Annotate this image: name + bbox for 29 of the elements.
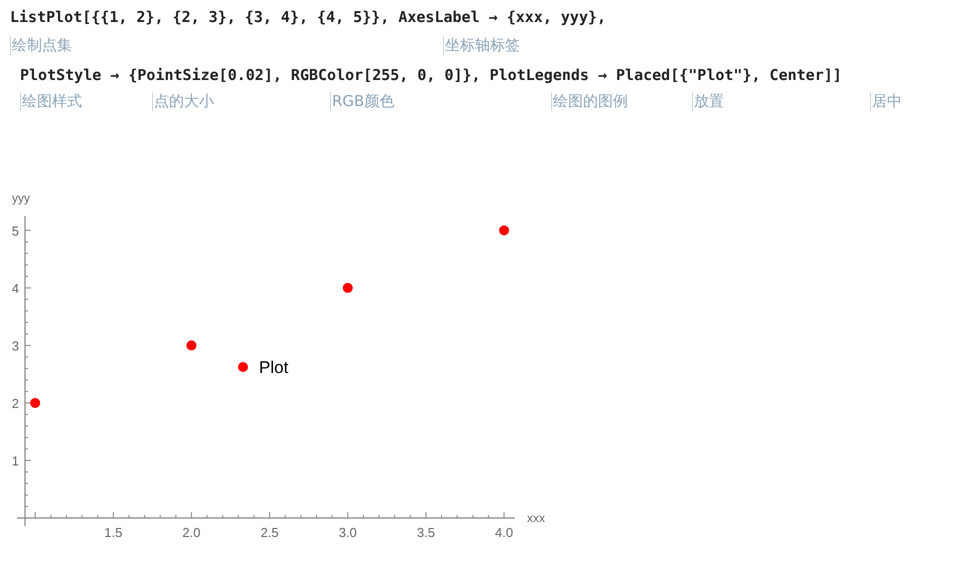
x-tick-label: 3.0 — [338, 525, 357, 540]
x-tick-label: 3.5 — [416, 525, 435, 540]
text: ListPlot[{{1, 2}, {2, 3}, {3, 4}, {4, 5}}, AxesLabel → {xxx, yyy}, — [10, 8, 606, 26]
point — [186, 340, 196, 350]
text: PlotStyle → {PointSize[0.02], RGBColor[255, 0, 0]}, PlotLegends → Placed[{"Plot"}, Center]] — [20, 66, 842, 84]
point — [30, 398, 40, 408]
x-tick-label: 1.5 — [104, 525, 122, 540]
text: 点的大小 — [152, 92, 214, 111]
text: 绘图的图例 — [551, 92, 628, 111]
x-tick-label: 2.0 — [182, 525, 200, 540]
text: RGB颜色 — [330, 92, 394, 111]
point — [342, 282, 353, 293]
legend-label: Plot — [259, 358, 289, 377]
text: 坐标轴标签 — [443, 36, 520, 55]
text: 绘图样式 — [20, 92, 82, 111]
text: 绘制点集 — [10, 36, 72, 55]
y-tick-label: 3 — [12, 338, 19, 354]
y-tick-label: 1 — [12, 453, 19, 468]
x-tick-label: 2.5 — [260, 525, 279, 540]
y-tick-label: 4 — [12, 280, 19, 296]
text: 居中 — [870, 92, 902, 111]
legend: Plot — [238, 358, 288, 377]
y-tick-label: 5 — [12, 223, 19, 238]
y-tick-label: 2 — [12, 396, 19, 411]
point — [499, 225, 510, 236]
text: 放置 — [692, 92, 724, 111]
x-axis-title: xxx — [527, 511, 545, 525]
y-axis-title: yyy — [12, 191, 30, 205]
x-tick-label: 4.0 — [495, 525, 514, 540]
